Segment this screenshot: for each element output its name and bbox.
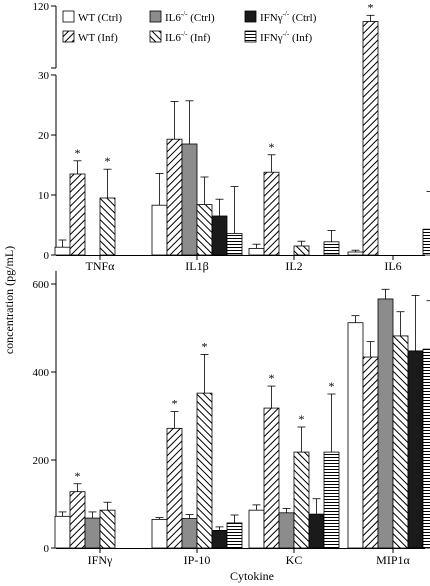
bar [226,522,243,549]
top-panel: 0 10 20 30 120 TNFα * * IL1β IL2 * IL6 * [33,0,430,273]
bar [422,228,430,256]
y-tick-label: 0 [44,250,50,262]
bar [293,451,310,549]
bar [422,348,430,549]
legend-label: IFNγ-/- (Ctrl) [260,10,317,24]
bar [362,356,379,549]
bar [99,509,116,549]
x-axis-label: Cytokine [230,569,274,583]
legend-swatch [244,30,257,43]
legend-label: IL6-/- (Ctrl) [165,10,215,24]
legend-label: WT (Inf) [78,32,118,44]
legend-label: WT (Ctrl) [78,12,122,24]
bar [196,204,213,256]
legend: WT (Ctrl) IL6-/- (Ctrl) IFNγ-/- (Ctrl) WT (… [62,10,317,44]
significance-marker: * [75,469,81,483]
y-tick-label: 120 [33,1,50,13]
bar [248,509,265,549]
category-label: IL2 [285,259,302,273]
significance-marker: * [75,146,81,160]
bar [166,427,183,549]
bar [392,335,409,549]
bar [347,251,364,256]
bar [54,246,71,256]
bar [362,21,379,256]
y-tick-label: 0 [44,543,50,555]
bar [166,138,183,256]
legend-swatch [149,30,162,43]
bar [323,451,340,549]
significance-marker: * [269,371,275,385]
bar [54,515,71,549]
y-tick-label: 20 [38,130,50,142]
bar [278,512,295,549]
bar [211,530,228,549]
bar [69,491,86,549]
legend-swatch [149,10,162,23]
bar [181,518,198,549]
bar [377,298,394,549]
significance-marker: * [368,0,374,14]
legend-swatch [244,10,257,23]
bottom-panel: 0 200 400 600 IFNγ * IP-10 * * KC * * * MIP1α [33,270,430,567]
significance-marker: * [172,397,178,411]
y-tick-label: 600 [33,279,50,291]
bar [407,350,424,549]
category-label: KC [286,553,303,567]
significance-marker: * [202,339,208,353]
bar [151,519,168,549]
legend-swatch [62,10,75,23]
y-tick-label: 200 [33,455,50,467]
category-label: MIP1α [376,553,410,567]
category-label: TNFα [86,259,116,273]
y-tick-label: 400 [33,367,50,379]
bar [323,241,340,256]
bar [99,197,116,256]
category-label: IL6 [384,259,401,273]
bar [263,171,280,256]
significance-marker: * [299,412,305,426]
y-tick-label: 30 [38,70,50,82]
category-label: IL1β [185,259,208,273]
significance-marker: * [329,379,335,393]
y-axis-label: concentration (pg/mL) [2,246,16,354]
bar [226,232,243,256]
significance-marker: * [269,140,275,154]
significance-marker: * [105,154,111,168]
bar [69,173,86,256]
bar [263,407,280,549]
legend-label: IL6-/- (Inf) [165,30,211,44]
bar [308,513,325,549]
bar [211,215,228,256]
bar [347,322,364,549]
bar [248,247,265,256]
category-label: IP-10 [184,553,211,567]
category-label: IFNγ [88,553,113,567]
bar [293,245,310,256]
bar [181,143,198,256]
legend-swatch [62,30,75,43]
bar [84,517,101,549]
y-tick-label: 10 [38,190,50,202]
legend-label: IFNγ-/- (Inf) [260,30,312,44]
bar [196,392,213,549]
bar [151,204,168,256]
